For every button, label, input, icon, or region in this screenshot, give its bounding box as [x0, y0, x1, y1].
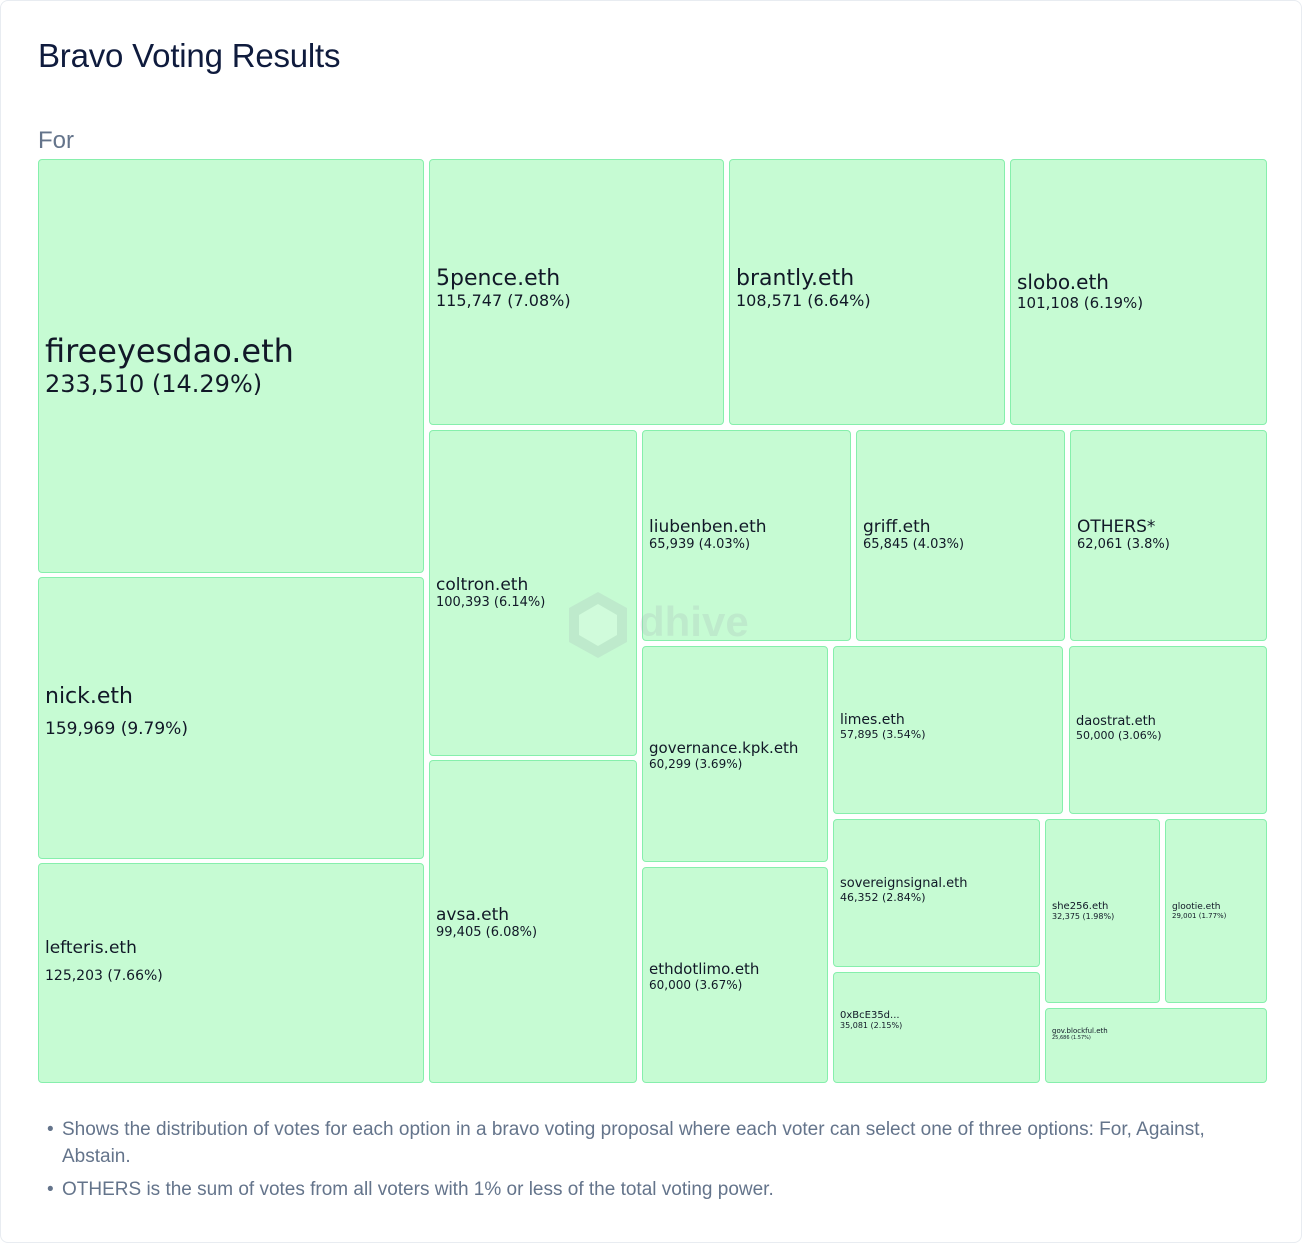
cell-label: liubenben.eth 65,939 (4.03%) — [649, 517, 767, 552]
note-item: • Shows the distribution of votes for ea… — [47, 1116, 1247, 1170]
cell-name: liubenben.eth — [649, 517, 767, 537]
cell-name: slobo.eth — [1017, 270, 1109, 294]
treemap-cell[interactable]: griff.eth 65,845 (4.03%) — [856, 430, 1065, 641]
cell-value: 60,000 (3.67%) — [649, 978, 743, 992]
cell-value: 57,895 (3.54%) — [840, 728, 926, 741]
cell-value: 50,000 (3.06%) — [1076, 729, 1162, 742]
bullet-icon: • — [47, 1179, 54, 1200]
treemap-cell[interactable]: avsa.eth 99,405 (6.08%) — [429, 760, 637, 1083]
treemap-cell[interactable]: 0xBcE35d... 35,081 (2.15%) — [833, 972, 1040, 1083]
cell-value: 233,510 (14.29%) — [45, 370, 263, 398]
bullet-icon: • — [47, 1119, 54, 1140]
cell-label: OTHERS* 62,061 (3.8%) — [1077, 517, 1170, 552]
chart-title: Bravo Voting Results — [38, 37, 341, 74]
cell-label: gov.blockful.eth 25,686 (1.57%) — [1052, 1027, 1108, 1041]
cell-name: limes.eth — [840, 712, 905, 728]
cell-label: she256.eth 32,375 (1.98%) — [1052, 901, 1114, 921]
cell-name: brantly.eth — [736, 266, 855, 291]
cell-name: glootie.eth — [1172, 902, 1221, 912]
treemap-cell[interactable]: limes.eth 57,895 (3.54%) — [833, 646, 1063, 814]
cell-value: 100,393 (6.14%) — [436, 595, 546, 610]
cell-value: 115,747 (7.08%) — [436, 291, 571, 310]
treemap-cell[interactable]: ethdotlimo.eth 60,000 (3.67%) — [642, 867, 828, 1083]
cell-name: coltron.eth — [436, 575, 529, 595]
cell-label: lefteris.eth 125,203 (7.66%) — [45, 938, 163, 984]
cell-label: glootie.eth 29,001 (1.77%) — [1172, 902, 1226, 920]
notes-list: • Shows the distribution of votes for ea… — [47, 1116, 1247, 1209]
treemap: fireeyesdao.eth 233,510 (14.29%) nick.eth 1… — [38, 159, 1267, 1083]
cell-label: griff.eth 65,845 (4.03%) — [863, 517, 964, 552]
cell-name: 5pence.eth — [436, 266, 561, 291]
cell-value: 32,375 (1.98%) — [1052, 912, 1115, 921]
cell-label: slobo.eth 101,108 (6.19%) — [1017, 270, 1143, 312]
treemap-cell[interactable]: she256.eth 32,375 (1.98%) — [1045, 819, 1160, 1003]
treemap-cell[interactable]: brantly.eth 108,571 (6.64%) — [729, 159, 1005, 425]
cell-value: 62,061 (3.8%) — [1077, 537, 1170, 552]
treemap-cell[interactable]: liubenben.eth 65,939 (4.03%) — [642, 430, 851, 641]
cell-label: sovereignsignal.eth 46,352 (2.84%) — [840, 876, 968, 904]
cell-name: governance.kpk.eth — [649, 739, 799, 757]
note-text: OTHERS is the sum of votes from all vote… — [62, 1179, 774, 1200]
cell-name: ethdotlimo.eth — [649, 960, 760, 978]
cell-label: coltron.eth 100,393 (6.14%) — [436, 575, 545, 610]
treemap-cell[interactable]: fireeyesdao.eth 233,510 (14.29%) — [38, 159, 424, 573]
cell-value: 29,001 (1.77%) — [1172, 912, 1227, 920]
cell-label: 0xBcE35d... 35,081 (2.15%) — [840, 1010, 902, 1030]
cell-name: gov.blockful.eth — [1052, 1027, 1108, 1035]
cell-label: fireeyesdao.eth 233,510 (14.29%) — [45, 332, 294, 398]
cell-name: daostrat.eth — [1076, 714, 1156, 729]
treemap-cell[interactable]: governance.kpk.eth 60,299 (3.69%) — [642, 646, 828, 862]
cell-label: avsa.eth 99,405 (6.08%) — [436, 905, 537, 940]
cell-label: daostrat.eth 50,000 (3.06%) — [1076, 714, 1162, 742]
cell-value: 25,686 (1.57%) — [1052, 1035, 1091, 1041]
cell-value: 99,405 (6.08%) — [436, 925, 538, 940]
cell-label: nick.eth 159,969 (9.79%) — [45, 684, 188, 739]
treemap-cell[interactable]: 5pence.eth 115,747 (7.08%) — [429, 159, 724, 425]
cell-name: 0xBcE35d... — [840, 1010, 900, 1021]
cell-label: governance.kpk.eth 60,299 (3.69%) — [649, 739, 798, 771]
cell-label: brantly.eth 108,571 (6.64%) — [736, 266, 871, 310]
treemap-cell[interactable]: gov.blockful.eth 25,686 (1.57%) — [1045, 1008, 1267, 1083]
chart-subtitle: For — [38, 127, 74, 154]
treemap-cell[interactable]: lefteris.eth 125,203 (7.66%) — [38, 863, 424, 1083]
cell-value: 60,299 (3.69%) — [649, 757, 743, 771]
cell-value: 46,352 (2.84%) — [840, 891, 926, 904]
treemap-cell[interactable]: glootie.eth 29,001 (1.77%) — [1165, 819, 1267, 1003]
cell-name: sovereignsignal.eth — [840, 876, 968, 891]
cell-value: 108,571 (6.64%) — [736, 291, 871, 310]
cell-name: fireeyesdao.eth — [45, 332, 294, 370]
treemap-cell[interactable]: sovereignsignal.eth 46,352 (2.84%) — [833, 819, 1040, 967]
treemap-cell[interactable]: coltron.eth 100,393 (6.14%) — [429, 430, 637, 756]
treemap-cell[interactable]: nick.eth 159,969 (9.79%) — [38, 577, 424, 859]
treemap-cell[interactable]: OTHERS* 62,061 (3.8%) — [1070, 430, 1267, 641]
cell-value: 35,081 (2.15%) — [840, 1021, 903, 1030]
note-item: • OTHERS is the sum of votes from all vo… — [47, 1176, 1247, 1203]
cell-value: 125,203 (7.66%) — [45, 968, 163, 984]
cell-label: 5pence.eth 115,747 (7.08%) — [436, 266, 571, 310]
cell-value: 159,969 (9.79%) — [45, 719, 188, 739]
cell-name: she256.eth — [1052, 901, 1109, 912]
cell-name: nick.eth — [45, 684, 133, 709]
treemap-cell[interactable]: slobo.eth 101,108 (6.19%) — [1010, 159, 1267, 425]
cell-name: OTHERS* — [1077, 517, 1156, 537]
cell-value: 101,108 (6.19%) — [1017, 294, 1144, 312]
treemap-cell[interactable]: daostrat.eth 50,000 (3.06%) — [1069, 646, 1267, 814]
note-text: Shows the distribution of votes for each… — [62, 1119, 1205, 1167]
cell-label: limes.eth 57,895 (3.54%) — [840, 712, 926, 741]
cell-value: 65,845 (4.03%) — [863, 537, 965, 552]
cell-name: lefteris.eth — [45, 938, 137, 958]
cell-name: avsa.eth — [436, 905, 510, 925]
cell-label: ethdotlimo.eth 60,000 (3.67%) — [649, 960, 759, 992]
cell-value: 65,939 (4.03%) — [649, 537, 751, 552]
cell-name: griff.eth — [863, 517, 931, 537]
